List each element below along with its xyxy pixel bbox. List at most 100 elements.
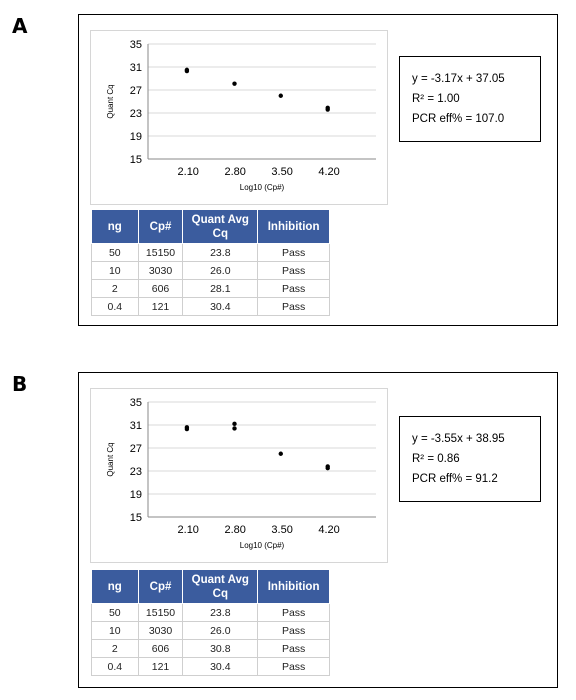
x-tick-label: 2.80: [224, 524, 245, 536]
panel-a: 35 31 27 23 19 15 2.10 2.80 3.50 4.20 Log10 (Cp#) Q…: [78, 14, 558, 326]
x-tick-label: 2.10: [178, 166, 199, 178]
cell-cq: 23.8: [182, 603, 259, 622]
table-row: 50 15150 23.8 Pass: [91, 603, 330, 622]
chart-a-svg: 35 31 27 23 19 15 2.10 2.80 3.50 4.20 Log10 (Cp#) Q…: [106, 39, 376, 192]
equation-a: y = -3.17x + 37.05: [412, 73, 505, 85]
table-b-header: ng Cp# Quant Avg Cq Inhibition: [91, 569, 330, 604]
table-row: 2 606 28.1 Pass: [91, 279, 330, 298]
table-row: 10 3030 26.0 Pass: [91, 261, 330, 280]
cell-inhibition: Pass: [257, 657, 330, 676]
header-ng: ng: [91, 209, 139, 244]
cell-ng: 50: [91, 603, 139, 622]
equation-b: y = -3.55x + 38.95: [412, 433, 505, 445]
cell-cq: 30.8: [182, 639, 259, 658]
data-point: [232, 81, 237, 86]
y-tick-label: 23: [130, 108, 142, 120]
data-point: [232, 426, 237, 431]
y-axis-label: Quant Cq: [106, 442, 115, 476]
y-tick-label: 27: [130, 443, 142, 455]
x-tick-label: 3.50: [271, 524, 292, 536]
table-b: ng Cp# Quant Avg Cq Inhibition 50 15150 …: [91, 569, 330, 676]
chart-b: 35 31 27 23 19 15 2.10 2.80 3.50 4.20 Log10 (Cp#) Q…: [90, 388, 388, 563]
cell-cq: 30.4: [182, 657, 259, 676]
x-tick-label: 3.50: [271, 166, 292, 178]
cell-ng: 0.4: [91, 297, 139, 316]
x-tick-label: 4.20: [318, 524, 339, 536]
cell-ng: 10: [91, 261, 139, 280]
cell-cp: 606: [137, 639, 184, 658]
cell-cq: 26.0: [182, 261, 259, 280]
header-quant-avg-cq-label: Quant Avg Cq: [191, 573, 249, 600]
cell-inhibition: Pass: [257, 621, 330, 640]
cell-ng: 0.4: [91, 657, 139, 676]
table-row: 50 15150 23.8 Pass: [91, 243, 330, 262]
data-point: [278, 451, 283, 456]
data-point: [278, 93, 283, 98]
chart-b-svg: 35 31 27 23 19 15 2.10 2.80 3.50 4.20 Log10 (Cp#) Q…: [106, 397, 376, 550]
cell-cp: 3030: [137, 261, 184, 280]
header-cp: Cp#: [137, 569, 184, 604]
cell-inhibition: Pass: [257, 297, 330, 316]
cell-cp: 121: [137, 657, 184, 676]
header-cp: Cp#: [137, 209, 184, 244]
y-tick-label: 19: [130, 131, 142, 143]
cell-inhibition: Pass: [257, 261, 330, 280]
chart-a: 35 31 27 23 19 15 2.10 2.80 3.50 4.20 Log10 (Cp#) Q…: [90, 30, 388, 205]
table-a-header: ng Cp# Quant Avg Cq Inhibition: [91, 209, 330, 244]
table-row: 10 3030 26.0 Pass: [91, 621, 330, 640]
cell-cp: 15150: [137, 603, 184, 622]
table-row: 0.4 121 30.4 Pass: [91, 657, 330, 676]
x-tick-label: 2.80: [224, 166, 245, 178]
x-axis-label: Log10 (Cp#): [240, 541, 285, 550]
cell-cp: 3030: [137, 621, 184, 640]
y-tick-label: 23: [130, 466, 142, 478]
cell-ng: 2: [91, 279, 139, 298]
cell-ng: 50: [91, 243, 139, 262]
data-point: [325, 107, 330, 112]
cell-ng: 2: [91, 639, 139, 658]
cell-cq: 26.0: [182, 621, 259, 640]
cell-cq: 28.1: [182, 279, 259, 298]
header-quant-avg-cq: Quant Avg Cq: [182, 569, 259, 604]
cell-cq: 23.8: [182, 243, 259, 262]
cell-cp: 606: [137, 279, 184, 298]
panel-b-letter: B: [12, 372, 28, 396]
equation-box-b: y = -3.55x + 38.95 R² = 0.86 PCR eff% = …: [399, 416, 541, 502]
cell-cp: 15150: [137, 243, 184, 262]
table-row: 2 606 30.8 Pass: [91, 639, 330, 658]
pcr-efficiency-b: PCR eff% = 91.2: [412, 473, 498, 485]
y-tick-label: 15: [130, 154, 142, 166]
panel-b: 35 31 27 23 19 15 2.10 2.80 3.50 4.20 Log10 (Cp#) Q…: [78, 372, 558, 688]
header-quant-avg-cq: Quant Avg Cq: [182, 209, 259, 244]
table-a: ng Cp# Quant Avg Cq Inhibition 50 15150 …: [91, 209, 330, 316]
y-axis-label: Quant Cq: [106, 84, 115, 118]
cell-inhibition: Pass: [257, 603, 330, 622]
header-inhibition: Inhibition: [257, 209, 330, 244]
x-tick-label: 4.20: [318, 166, 339, 178]
data-point: [325, 465, 330, 471]
data-point: [232, 421, 237, 427]
x-axis-label: Log10 (Cp#): [240, 183, 285, 192]
header-quant-avg-cq-label: Quant Avg Cq: [191, 213, 249, 240]
cell-ng: 10: [91, 621, 139, 640]
cell-cp: 121: [137, 297, 184, 316]
y-tick-label: 15: [130, 512, 142, 524]
r-squared-a: R² = 1.00: [412, 93, 460, 105]
cell-cq: 30.4: [182, 297, 259, 316]
y-tick-label: 35: [130, 397, 142, 409]
data-point: [184, 426, 190, 432]
panel-a-letter: A: [12, 14, 28, 38]
header-ng: ng: [91, 569, 139, 604]
header-inhibition: Inhibition: [257, 569, 330, 604]
equation-box-a: y = -3.17x + 37.05 R² = 1.00 PCR eff% = …: [399, 56, 541, 142]
data-point: [184, 68, 190, 74]
table-row: 0.4 121 30.4 Pass: [91, 297, 330, 316]
y-tick-label: 27: [130, 85, 142, 97]
cell-inhibition: Pass: [257, 279, 330, 298]
y-tick-label: 31: [130, 420, 142, 432]
x-tick-label: 2.10: [178, 524, 199, 536]
y-tick-label: 35: [130, 39, 142, 51]
cell-inhibition: Pass: [257, 243, 330, 262]
y-tick-label: 19: [130, 489, 142, 501]
r-squared-b: R² = 0.86: [412, 453, 460, 465]
